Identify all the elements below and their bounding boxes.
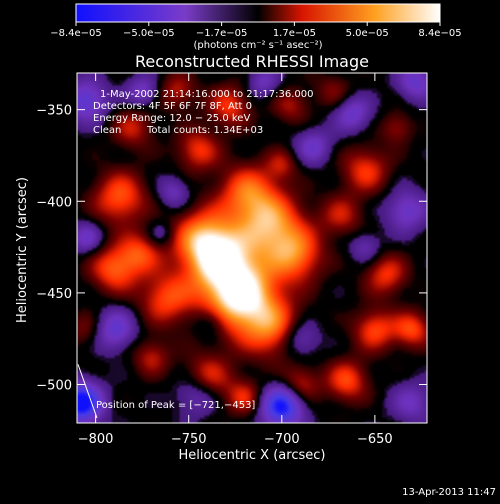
peak-position-annotation: Position of Peak = [−721,−453]: [96, 400, 255, 411]
plot-frame: [76, 72, 428, 424]
peak-pointer-line: [77, 364, 98, 419]
y-axis-tick-labels: −500 −450 −400 −350: [36, 104, 72, 394]
x-tick-label: −700: [264, 432, 300, 447]
heatmap-image: [77, 73, 427, 423]
colorbar-tick-label: −1.7e−05: [196, 28, 248, 39]
y-axis-title: Heliocentric Y (arcsec): [15, 177, 30, 323]
colorbar-tick-label: 5.0e−05: [346, 28, 389, 39]
colorbar-tick-label: −5.0e−05: [123, 28, 175, 39]
x-axis-ticks: [95, 73, 376, 423]
heatmap-area: [77, 73, 427, 423]
colorbar-tick-label: 1.7e−05: [273, 28, 316, 39]
colorbar-tick-label: −8.4e−05: [50, 28, 102, 39]
colorbar-unit-label: (photons cm⁻² s⁻¹ asec⁻²): [193, 40, 322, 51]
x-tick-label: −800: [78, 432, 114, 447]
detectors-annotation: Detectors: 4F 5F 6F 7F 8F, Att 0: [93, 101, 252, 112]
y-tick-label: −350: [36, 104, 72, 119]
y-tick-label: −500: [36, 379, 72, 394]
colorbar-tick-label: 8.4e−05: [418, 28, 461, 39]
y-axis-ticks: [77, 109, 427, 386]
x-axis-tick-labels: −800 −750 −700 −650: [78, 432, 393, 447]
chart-title: Reconstructed RHESSI Image: [135, 52, 369, 71]
energy-range-annotation: Energy Range: 12.0 − 25.0 keV: [93, 113, 250, 124]
clean-annotation: Clean: [93, 125, 121, 136]
y-tick-label: −450: [36, 287, 72, 302]
x-tick-label: −650: [357, 432, 393, 447]
x-axis-title: Heliocentric X (arcsec): [179, 448, 326, 463]
y-tick-label: −400: [36, 195, 72, 210]
x-tick-label: −750: [171, 432, 207, 447]
total-counts-annotation: Total counts: 1.34E+03: [146, 125, 263, 136]
time-range-annotation: 1-May-2002 21:14:16.000 to 21:17:36.000: [100, 89, 313, 100]
colorbar: [75, 3, 441, 23]
colorbar-tick-labels: −8.4e−05 −5.0e−05 −1.7e−05 1.7e−05 5.0e−05 8.…: [50, 28, 461, 39]
date-stamp: 13-Apr-2013 11:47: [402, 487, 496, 498]
colorbar-ticks: [75, 22, 441, 26]
